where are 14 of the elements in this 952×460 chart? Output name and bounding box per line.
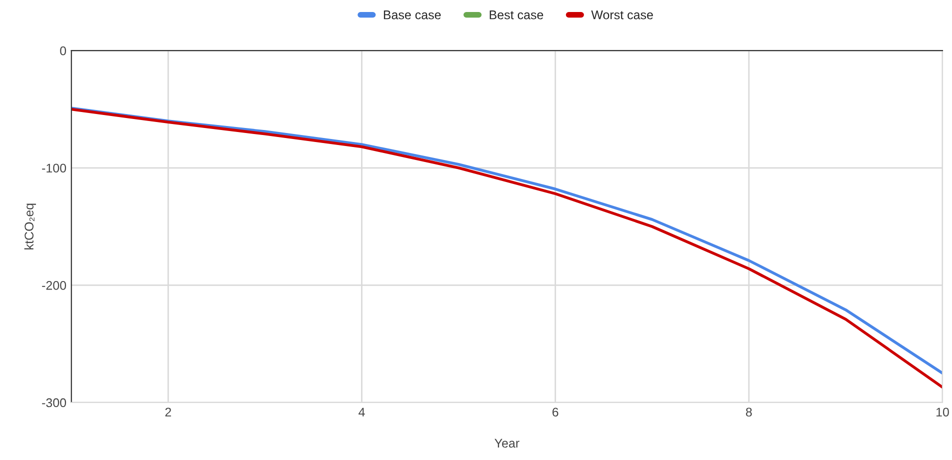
x-tick-label: 10 [936, 408, 949, 417]
x-tick-label: 6 [552, 408, 558, 417]
y-tick-label: -100 [42, 164, 66, 173]
x-tick-label: 4 [358, 408, 365, 416]
y-tick-label: -300 [42, 398, 66, 408]
legend-label: Best case [490, 10, 544, 20]
y-tick-label: -200 [42, 281, 66, 290]
legend-label: Worst case [591, 10, 653, 20]
x-tick-label: 8 [746, 408, 752, 417]
y-tick-label: 0 [60, 46, 66, 56]
y-axis-title: ktCO₂eq [24, 204, 36, 250]
x-tick-label: 2 [165, 408, 172, 416]
x-axis-title: Year [494, 438, 520, 448]
legend-label: Base case [384, 10, 441, 20]
